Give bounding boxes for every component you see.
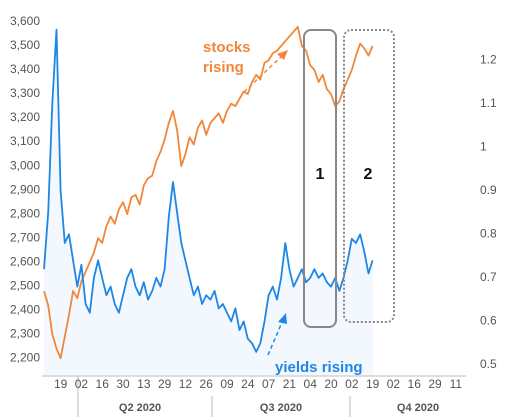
x-tick-label: 16 xyxy=(408,377,422,391)
annotation: stocks xyxy=(203,39,251,56)
x-tick-label: 13 xyxy=(137,377,151,391)
y2-tick-label: 0.7 xyxy=(480,270,497,284)
x-tick-label: 02 xyxy=(75,377,89,391)
x-tick-label: 11 xyxy=(450,377,463,391)
series-line xyxy=(43,28,374,353)
y-tick-label: 2,700 xyxy=(10,230,40,244)
plot xyxy=(43,25,374,375)
y2-tick-label: 0.8 xyxy=(480,226,497,240)
highlight-box xyxy=(303,29,337,328)
x-tick-label: 29 xyxy=(428,377,442,391)
arrow-head xyxy=(278,313,287,324)
arrow xyxy=(267,319,284,356)
x-tick-label: 30 xyxy=(116,377,130,391)
y-tick-label: 3,300 xyxy=(10,86,40,100)
x-tick-label: 16 xyxy=(96,377,110,391)
x-tick-label: 21 xyxy=(283,377,297,391)
box-label: 1 xyxy=(316,166,325,183)
annotation: rising xyxy=(203,59,244,76)
area xyxy=(44,29,373,375)
y2-tick-label: 0.9 xyxy=(480,183,497,197)
x-tick-label: 29 xyxy=(158,377,172,391)
x-tick-label: 20 xyxy=(324,377,338,391)
y-tick-label: 3,200 xyxy=(10,110,40,124)
y-tick-label: 2,900 xyxy=(10,182,40,196)
x-tick-label: 02 xyxy=(387,377,401,391)
quarter-label: Q3 2020 xyxy=(260,402,302,414)
x-tick-label: 19 xyxy=(366,377,380,391)
y-tick-label: 3,100 xyxy=(10,134,40,148)
x-tick-label: 24 xyxy=(241,377,255,391)
arrow-head xyxy=(277,50,288,60)
y2-tick-label: 1.2 xyxy=(480,52,497,66)
y2-tick-label: 0.6 xyxy=(480,314,497,328)
x-tick-label: 19 xyxy=(54,377,68,391)
y-tick-label: 3,600 xyxy=(10,14,40,28)
x-tick-label: 12 xyxy=(179,377,193,391)
y-tick-label: 3,400 xyxy=(10,62,40,76)
y2-tick-label: 1.1 xyxy=(480,96,497,110)
x-tick-label: 26 xyxy=(200,377,214,391)
y-tick-label: 2,800 xyxy=(10,206,40,220)
y-tick-label: 2,300 xyxy=(10,326,40,340)
box-label: 2 xyxy=(364,166,373,183)
series-line xyxy=(43,25,374,360)
x-tick-label: 04 xyxy=(304,377,318,391)
highlight-box xyxy=(343,29,395,323)
y-tick-label: 3,000 xyxy=(10,158,40,172)
y-tick-label: 2,400 xyxy=(10,302,40,316)
y2-tick-label: 1 xyxy=(480,139,487,153)
y2-tick-label: 0.5 xyxy=(480,357,497,371)
y-tick-label: 2,500 xyxy=(10,278,40,292)
arrow xyxy=(243,54,284,93)
annotation: yields rising xyxy=(275,359,363,376)
quarter-label: Q4 2020 xyxy=(397,402,439,414)
y-tick-label: 3,500 xyxy=(10,38,40,52)
x-tick-label: 02 xyxy=(345,377,359,391)
x-tick-label: 09 xyxy=(220,377,234,391)
y-tick-label: 2,600 xyxy=(10,254,40,268)
y-tick-label: 2,200 xyxy=(10,350,40,364)
quarter-label: Q2 2020 xyxy=(119,402,161,414)
x-tick-label: 07 xyxy=(262,377,276,391)
